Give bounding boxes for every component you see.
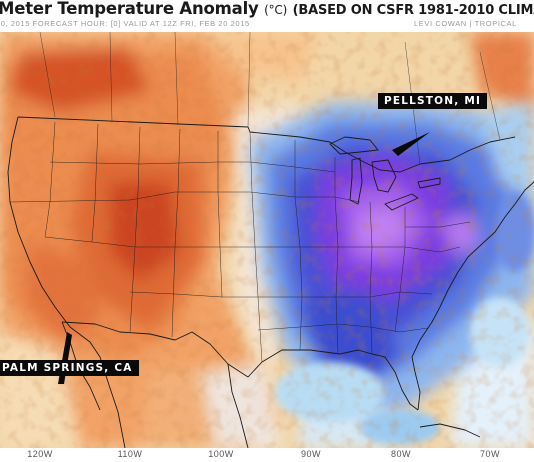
cuba xyxy=(419,423,481,438)
anomaly-map: PELLSTON, MI PALM SPRINGS, CA xyxy=(0,32,534,448)
lon-label-70w: 70W xyxy=(479,449,501,459)
anomaly-field xyxy=(0,32,534,448)
east-coast xyxy=(419,181,534,341)
lon-label-120w: 120W xyxy=(27,449,53,459)
lon-label-110w: 110W xyxy=(117,449,143,459)
lake-ontario xyxy=(417,177,441,189)
mexico-coast xyxy=(227,363,249,448)
lon-label-90w: 90W xyxy=(300,449,322,459)
lake-superior xyxy=(329,136,379,155)
us-canada-border xyxy=(17,116,516,173)
longitude-axis: 120W 110W 100W 90W 80W 70W xyxy=(0,448,534,462)
palm-springs-callout: PALM SPRINGS, CA xyxy=(0,360,139,376)
title-main: Meter Temperature Anomaly xyxy=(0,0,259,18)
lake-erie xyxy=(384,193,419,211)
title-units: (°C) xyxy=(264,3,288,17)
title-climatology: (BASED ON CSFR 1981-2010 CLIMATOLOG xyxy=(292,3,534,18)
florida-coast xyxy=(411,339,421,411)
gulf-coast xyxy=(247,349,419,411)
lake-michigan xyxy=(349,157,363,205)
lake-huron xyxy=(371,159,397,193)
canada-provinces xyxy=(39,32,501,165)
lon-label-100w: 100W xyxy=(208,449,234,459)
author-credit: LEVI COWAN | TROPICAL xyxy=(414,19,517,28)
pellston-callout: PELLSTON, MI xyxy=(378,93,488,109)
anomaly-map-canvas xyxy=(0,32,534,448)
state-boundaries xyxy=(9,121,471,363)
map-title: Meter Temperature Anomaly (°C) (BASED ON… xyxy=(0,0,534,18)
us-mexico-border xyxy=(61,321,249,378)
forecast-valid-time: 20, 2015 FORECAST HOUR: [0] VALID AT 12Z… xyxy=(0,19,250,28)
pellston-pointer xyxy=(392,132,430,156)
lon-label-80w: 80W xyxy=(390,449,412,459)
map-header: Meter Temperature Anomaly (°C) (BASED ON… xyxy=(0,0,534,32)
west-coast xyxy=(7,116,126,448)
